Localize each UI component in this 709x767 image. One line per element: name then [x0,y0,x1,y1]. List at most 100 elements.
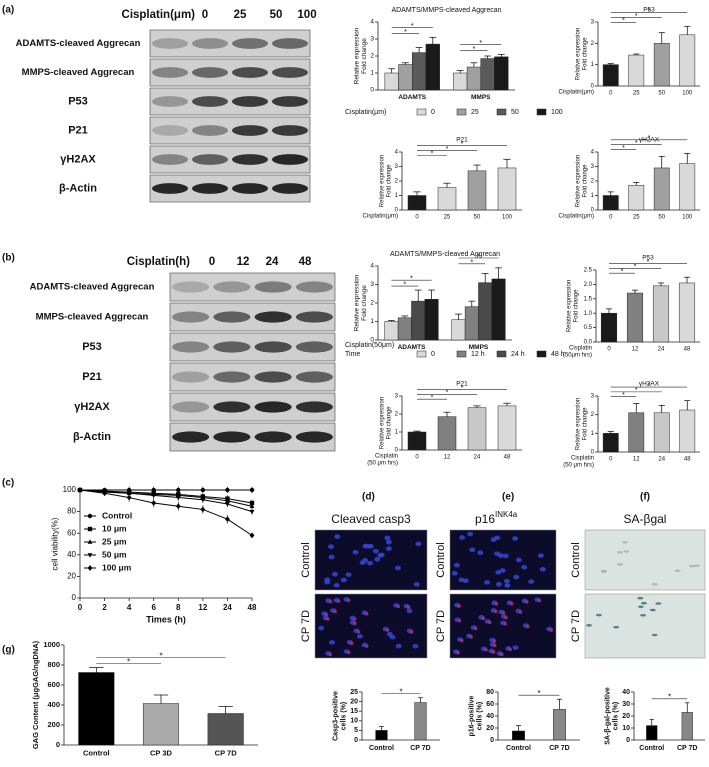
chart-title: γH2AX [639,381,660,388]
bar [646,725,658,741]
significance-label: * [446,390,449,397]
y-axis-label: p16-positive [468,695,475,736]
blot-band [192,125,228,136]
significance-label: * [431,151,434,158]
stain [504,615,508,620]
y-tick-label: 15 [350,708,358,715]
blot-band [295,431,333,443]
panel-label: (e) [502,492,514,503]
panel-label: (b) [2,253,15,264]
cell [621,540,628,544]
bar [652,285,670,343]
y-tick-label: 10 [622,725,630,732]
bar [464,306,479,341]
series-line [79,489,253,513]
x-tick-label: 24 [223,603,232,612]
blot-lane: 24 [266,256,279,268]
nucleus [340,577,347,583]
blot-band [192,96,228,107]
stain [487,620,492,625]
x-tick-label: 25 [633,91,640,97]
x-tick-label: 0 [609,91,613,97]
x-axis-label: (50 μm hrs) [367,461,398,467]
bar [207,713,244,746]
stain [503,622,508,626]
cell [693,564,700,567]
blot-band [295,341,333,353]
y-tick-label: 1 [591,62,595,68]
y-tick-label: 0 [370,87,374,94]
nucleus [385,546,392,551]
nucleus [528,579,535,584]
bar [679,163,696,211]
data-point [249,487,255,493]
bar [497,405,517,451]
blot-band [272,96,308,107]
micrograph-title: Cleaved casp3 [331,512,411,526]
blot-band [152,154,188,165]
blot-row-label: MMPS-cleaved Aggrecan [36,312,149,323]
significance-label: * [635,140,638,147]
stain [328,652,333,657]
y-tick-label: 1 [591,193,595,199]
micrograph-row-label: Control [570,542,582,577]
y-tick-label: 40 [622,689,630,696]
micrograph [449,593,557,659]
stain [457,604,461,608]
blot-header: Cisplatin(h) [127,256,190,268]
bar [407,431,427,451]
data-point [249,532,255,539]
y-tick-label: 3 [591,394,595,400]
chart-title: ADAMTS/MMPS-cleaved Aggrecan [390,251,500,258]
significance-label: * [668,692,671,701]
blot-row-label: P21 [68,124,88,136]
y-axis-label: SA-β-gal-positive [604,687,611,745]
cell [637,605,644,609]
x-tick-label: 6 [151,603,156,612]
bar [375,730,388,741]
series-line [79,489,253,507]
nucleus [502,553,509,559]
significance-label: * [403,280,406,289]
legend-swatch [416,108,427,116]
y-tick-label: 200 [47,720,60,729]
stain [525,624,530,629]
x-tick-label: 0 [415,455,419,461]
bar [384,321,399,341]
x-tick-label: 25 [444,215,451,221]
nucleus [324,579,331,585]
blot-band [213,341,251,353]
significance-label: * [477,251,480,260]
nucleus [495,581,502,587]
nucleus [499,568,506,573]
y-tick-label: 10 [350,718,358,725]
x-tick-label: CP 7D [410,745,431,752]
panel-label: (a) [2,5,14,16]
blot-band [152,38,188,49]
stain [364,611,369,616]
blot-lane: 0 [209,256,215,268]
nucleus [394,565,401,571]
x-tick-label: CP 7D [215,748,238,757]
bar [653,167,670,211]
micrograph-row-label: Control [435,542,447,577]
stain [409,630,414,634]
y-axis-label: Relative expression [567,280,573,332]
data-point [151,493,157,499]
bar [451,319,466,341]
blot-band [272,154,308,165]
nucleus [495,570,502,575]
nucleus [318,625,325,631]
legend-label: 100 μm [102,562,132,572]
blot-band [172,281,210,293]
blot-lane: 25 [234,9,247,21]
micrograph-row-label: CP 7D [300,610,312,642]
y-tick-label: 20 [67,572,76,581]
nucleus [477,550,484,555]
nucleus [503,578,510,584]
stain [491,650,496,654]
blot-band [213,371,251,383]
y-tick-label: 0 [591,450,595,456]
legend-label: 50 [511,109,519,116]
